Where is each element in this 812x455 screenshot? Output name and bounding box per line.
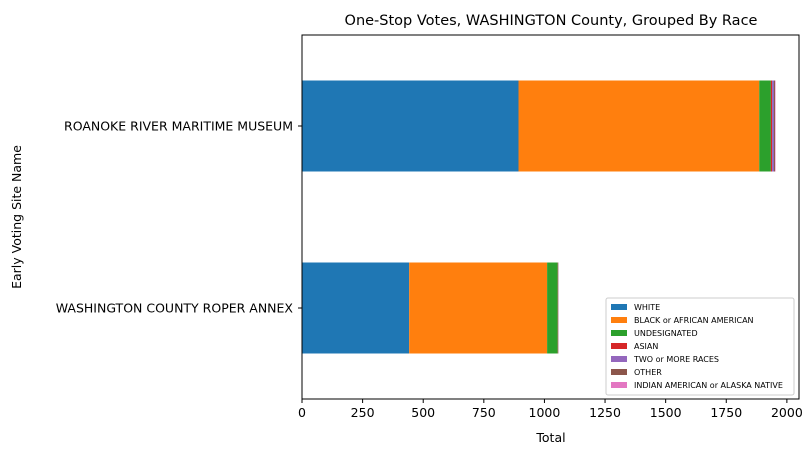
x-tick-label-8: 2000	[771, 405, 803, 420]
y-axis-title: Early Voting Site Name	[9, 145, 24, 289]
x-axis: 0 250 500 750 1000 1250 1500 1750 2000	[298, 399, 803, 420]
y-axis: ROANOKE RIVER MARITIME MUSEUM WASHINGTON …	[56, 119, 302, 316]
x-tick-label-6: 1500	[650, 405, 682, 420]
legend-frame	[605, 297, 795, 396]
chart-title: One-Stop Votes, WASHINGTON County, Group…	[345, 13, 758, 29]
legend-swatch-0	[611, 304, 627, 310]
bar-segment-0-3	[770, 80, 773, 172]
legend-swatch-3	[611, 343, 627, 349]
legend-label-1: BLACK or AFRICAN AMERICAN	[634, 316, 754, 325]
legend-swatch-5	[611, 369, 627, 375]
legend-label-0: WHITE	[634, 303, 660, 312]
bar-segment-0-2	[759, 80, 771, 172]
x-tick-label-7: 1750	[710, 405, 742, 420]
legend-label-4: TWO or MORE RACES	[633, 355, 719, 364]
legend-label-3: ASIAN	[634, 342, 658, 351]
y-tick-label-1: WASHINGTON COUNTY ROPER ANNEX	[56, 301, 294, 316]
legend-label-6: INDIAN AMERICAN or ALASKA NATIVE	[634, 381, 783, 390]
legend-label-5: OTHER	[634, 368, 662, 377]
bar-segment-0-0	[302, 80, 519, 172]
bar-segment-1-2	[547, 262, 558, 354]
legend-label-2: UNDESIGNATED	[634, 329, 698, 338]
x-axis-title: Total	[535, 430, 565, 445]
legend-swatch-1	[611, 317, 627, 323]
bar-segment-0-5	[774, 80, 775, 172]
x-tick-label-1: 250	[351, 405, 375, 420]
bar-segment-1-1	[409, 262, 548, 354]
bar-segment-0-1	[518, 80, 760, 172]
x-tick-label-2: 500	[411, 405, 435, 420]
y-tick-label-0: ROANOKE RIVER MARITIME MUSEUM	[64, 119, 293, 134]
x-tick-label-0: 0	[298, 405, 306, 420]
plot-frame	[301, 34, 800, 400]
legend-swatch-6	[611, 382, 627, 388]
x-tick-label-4: 1000	[529, 405, 561, 420]
bars-group	[302, 80, 776, 354]
bar-segment-1-0	[302, 262, 410, 354]
x-tick-label-3: 750	[472, 405, 496, 420]
legend-swatch-2	[611, 330, 627, 336]
x-tick-label-5: 1250	[589, 405, 621, 420]
bar-segment-0-4	[772, 80, 775, 172]
legend: WHITE BLACK or AFRICAN AMERICAN UNDESIGNAT…	[605, 297, 795, 396]
legend-swatch-4	[611, 356, 627, 362]
